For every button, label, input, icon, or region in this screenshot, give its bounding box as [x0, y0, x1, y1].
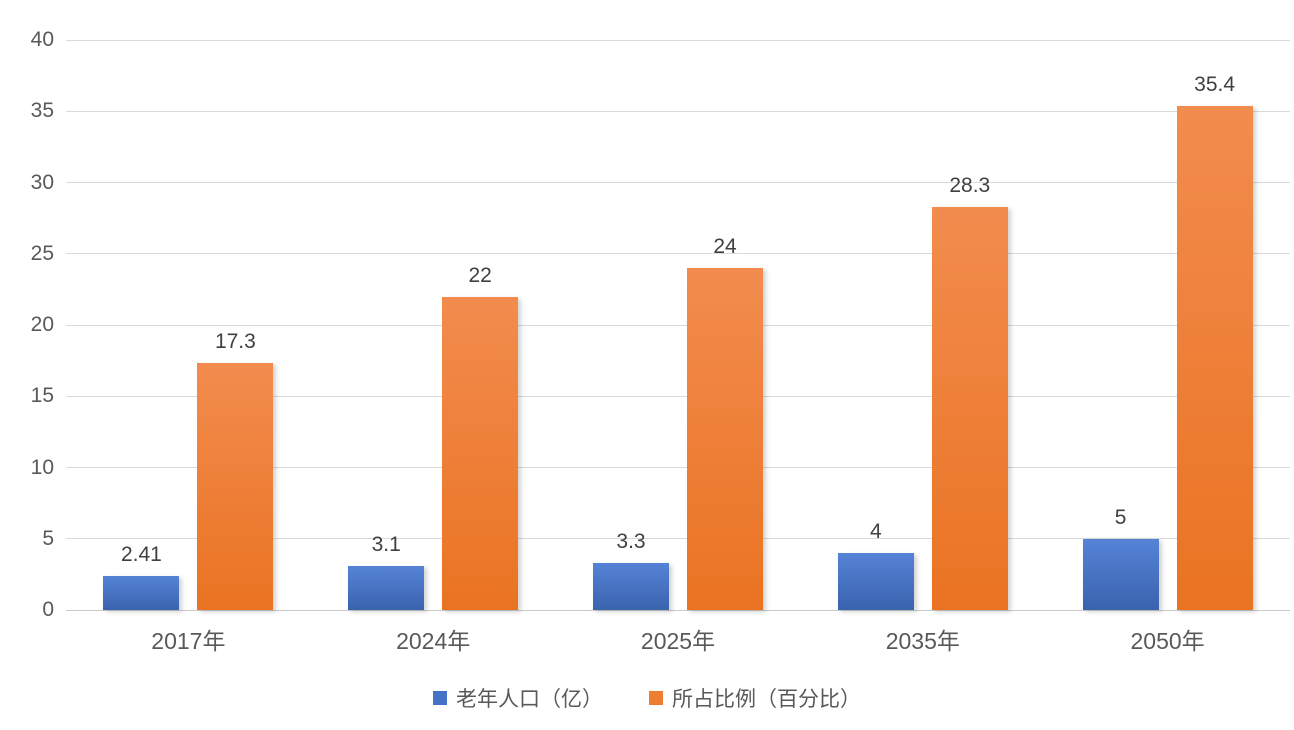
bar-blue-2035年	[837, 553, 914, 610]
bar-value-label: 4	[869, 520, 882, 543]
bar-value-label: 24	[713, 235, 737, 258]
x-axis-category-label: 2025年	[640, 628, 716, 654]
legend-label-population: 老年人口（亿）	[456, 688, 603, 711]
y-axis-tick-label: 15	[30, 384, 54, 408]
y-axis-tick-label: 20	[30, 313, 54, 336]
bar-value-label: 5	[1114, 505, 1127, 529]
legend-item-percentage: 所占比例（百分比）	[649, 683, 861, 713]
bar-value-label: 35.4	[1194, 72, 1236, 96]
gridline-5	[66, 538, 1290, 540]
bar-blue-2050年	[1082, 538, 1159, 610]
x-axis-category-label: 2050年	[1130, 628, 1205, 654]
y-axis-tick-label: 0	[42, 598, 54, 621]
bar-value-label: 3.1	[371, 532, 401, 556]
bar-orange-2035年	[931, 206, 1008, 610]
gridline-40	[66, 39, 1290, 41]
gridline-30	[66, 182, 1290, 183]
x-axis-category-label: 2035年	[885, 628, 960, 654]
bar-blue-2017年	[103, 575, 180, 610]
bar-orange-2024年	[442, 296, 519, 610]
bar-orange-2050年	[1176, 105, 1253, 610]
gridline-35	[66, 110, 1290, 112]
bar-value-label: 22	[468, 263, 492, 287]
y-axis-tick-label: 30	[30, 170, 54, 194]
gridline-10	[66, 467, 1290, 468]
y-axis-tick-label: 10	[30, 455, 54, 479]
y-axis-tick-label: 5	[42, 526, 54, 550]
y-axis-tick-label: 35	[30, 99, 54, 123]
bar-blue-2024年	[348, 565, 425, 610]
gridline-15	[66, 395, 1290, 397]
legend-marker-blue	[433, 691, 447, 705]
bar-value-label: 3.3	[616, 529, 646, 553]
x-axis-category-label: 2024年	[396, 628, 471, 654]
y-axis-tick-label: 25	[30, 241, 54, 265]
legend: 老年人口（亿） 所占比例（百分比）	[0, 683, 1294, 713]
y-axis-tick-label: 40	[30, 28, 54, 51]
bar-value-label: 17.3	[214, 330, 256, 354]
bar-value-label: 2.41	[120, 542, 162, 566]
bar-orange-2017年	[197, 363, 274, 610]
legend-label-percentage: 所占比例（百分比）	[672, 688, 861, 711]
bar-value-label: 28.3	[949, 173, 991, 197]
bar-orange-2025年	[687, 268, 763, 610]
gridline-0	[66, 609, 1290, 611]
bar-blue-2025年	[593, 562, 669, 610]
gridline-25	[66, 253, 1290, 255]
legend-item-population: 老年人口（亿）	[433, 683, 603, 713]
legend-marker-orange	[649, 691, 663, 705]
x-axis-category-label: 2017年	[151, 628, 226, 654]
gridline-20	[66, 324, 1290, 326]
